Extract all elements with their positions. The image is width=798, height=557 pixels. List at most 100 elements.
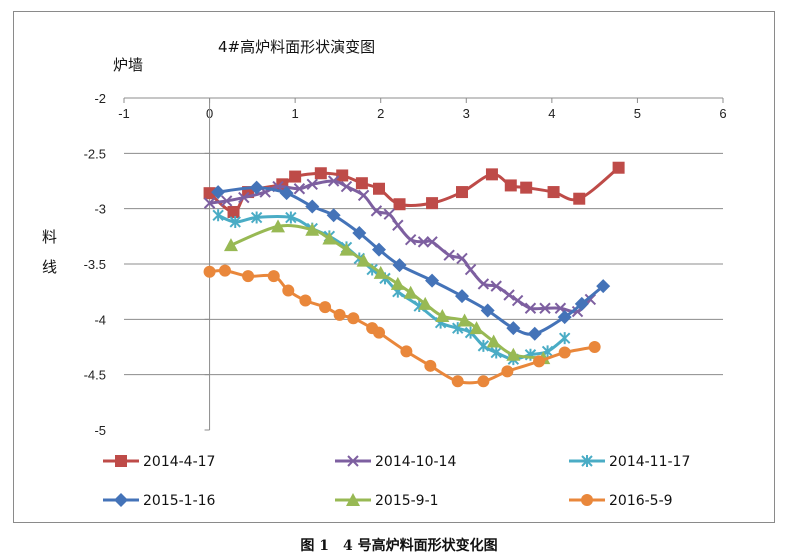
data-point [392, 219, 404, 231]
data-point [352, 226, 367, 241]
data-point [457, 313, 472, 327]
data-point [340, 180, 353, 193]
gridlines [124, 97, 723, 376]
data-point [279, 186, 294, 201]
legend-marker [347, 455, 359, 467]
data-point [503, 289, 515, 301]
legend-label: 2014-10-14 [375, 454, 456, 470]
data-point [426, 197, 439, 210]
data-point [373, 265, 388, 279]
data-point [373, 326, 386, 339]
data-point [282, 284, 295, 297]
chart-title: 4#高炉料面形状演变图 [218, 38, 376, 56]
data-point [390, 276, 405, 290]
series-2015-9-1 [223, 219, 551, 365]
data-point [477, 278, 490, 290]
legend: 2014-4-17 2014-10-14 2014-11-17 2015-1-16 20… [103, 454, 690, 509]
data-point [370, 205, 383, 217]
legend-item: 2016-5-9 [569, 493, 673, 509]
data-point [490, 280, 502, 292]
y-tick-label: -5 [94, 423, 106, 438]
data-point [539, 302, 551, 314]
y-tick-label: -3.5 [84, 257, 106, 272]
data-point [305, 222, 320, 236]
axes: -2-2.5-3-3.5-4-4.5-5-10123456 [84, 91, 727, 438]
data-point [417, 236, 430, 248]
data-point [393, 198, 406, 211]
data-point [305, 199, 320, 214]
data-point [533, 355, 546, 368]
data-point [319, 301, 332, 314]
legend-marker [346, 493, 360, 506]
data-point [356, 253, 371, 267]
data-point [299, 294, 312, 307]
legend-item: 2015-9-1 [335, 493, 439, 509]
data-point [383, 208, 395, 220]
data-point [574, 296, 589, 311]
data-point [451, 375, 464, 388]
data-point [501, 365, 514, 378]
series-line [217, 213, 566, 361]
data-point [424, 359, 437, 372]
data-point [227, 205, 240, 218]
y-tick-label: -2 [94, 91, 106, 106]
legend-label: 2014-4-17 [143, 454, 215, 470]
x-tick-label: 1 [292, 106, 299, 121]
data-point [212, 209, 224, 222]
data-point [220, 195, 233, 207]
data-point [336, 169, 349, 182]
data-point [477, 375, 490, 388]
data-point [223, 238, 238, 252]
data-point [527, 326, 542, 341]
data-point [520, 181, 533, 194]
data-point [372, 242, 387, 257]
legend-label: 2014-11-17 [609, 454, 690, 470]
data-point [203, 197, 216, 209]
legend-marker [114, 493, 128, 507]
x-tick-label: 2 [377, 106, 384, 121]
data-point [443, 249, 455, 261]
series-lines [203, 161, 625, 388]
x-tick-label: 5 [634, 106, 641, 121]
data-point [211, 185, 226, 200]
data-point [469, 321, 484, 335]
series-line [209, 179, 592, 314]
x-tick-label: 6 [719, 106, 726, 121]
data-point [435, 309, 450, 323]
data-point [558, 346, 571, 359]
legend-marker [115, 455, 127, 467]
data-point [306, 178, 318, 191]
data-point [333, 308, 346, 321]
data-point [588, 341, 601, 353]
data-point [425, 273, 440, 288]
series-line [230, 224, 544, 360]
series-2015-1-16 [211, 180, 611, 341]
data-point [558, 332, 571, 345]
data-point [355, 177, 368, 190]
x-tick-label: -1 [118, 106, 130, 121]
figure-caption: 图 1 4 号高炉料面形状变化图 [300, 538, 498, 554]
data-point [418, 296, 433, 310]
data-point [285, 211, 297, 224]
y-tick-label: -2.5 [84, 146, 106, 161]
data-point [403, 285, 418, 299]
data-point [314, 167, 327, 180]
data-point [426, 236, 438, 248]
data-point [456, 252, 468, 265]
y-tick-label: -4.5 [84, 368, 106, 383]
x-tick-label: 3 [463, 106, 470, 121]
data-point [203, 187, 216, 200]
y-tick-label: -4 [94, 312, 106, 327]
data-point [373, 182, 386, 195]
y-axis-label-side: 料线 [42, 228, 58, 276]
data-point [250, 211, 263, 224]
data-point [455, 289, 470, 304]
legend-marker [581, 455, 593, 467]
legend-item: 2014-11-17 [569, 454, 690, 470]
data-point [456, 186, 469, 199]
data-point [596, 279, 611, 294]
data-point [267, 270, 280, 283]
data-point [238, 191, 250, 204]
series-2014-10-14 [203, 175, 597, 318]
